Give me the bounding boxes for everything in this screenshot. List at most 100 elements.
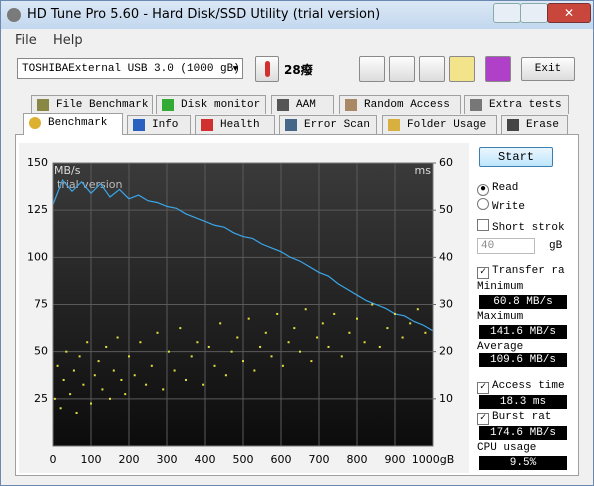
tab[interactable]: AAM	[271, 95, 334, 114]
tab[interactable]: Erase	[501, 115, 568, 134]
access-point	[167, 350, 170, 353]
maximum-label: Maximum	[477, 311, 524, 323]
access-point	[356, 317, 358, 320]
x-tick-label: 700	[309, 453, 330, 466]
minimize-button[interactable]	[493, 3, 521, 23]
access-point	[173, 369, 176, 372]
access-point	[62, 378, 65, 381]
exit-button[interactable]: Exit	[521, 57, 575, 81]
access-point	[139, 341, 142, 344]
read-radio[interactable]: ● Read	[477, 182, 518, 196]
access-point	[72, 369, 75, 372]
app-icon	[7, 8, 21, 22]
tab[interactable]: Disk monitor	[156, 95, 266, 114]
access-point	[327, 345, 330, 348]
access-point	[82, 383, 85, 386]
tab-active[interactable]: Benchmark	[23, 113, 123, 135]
options-button[interactable]	[449, 56, 475, 82]
short-stroke-checkbox[interactable]: Short strok	[477, 219, 565, 234]
x-tick-label: 300	[157, 453, 178, 466]
download-button[interactable]	[485, 56, 511, 82]
tab[interactable]: Error Scan	[279, 115, 377, 134]
x-tick-label: 1000gB	[412, 453, 455, 466]
plot-border	[52, 162, 434, 447]
access-point	[247, 317, 250, 320]
window-title: HD Tune Pro 5.60 - Hard Disk/SSD Utility…	[27, 7, 381, 22]
tab[interactable]: Info	[127, 115, 191, 134]
access-point	[270, 355, 273, 358]
access-point	[156, 331, 159, 334]
access-point	[401, 336, 404, 339]
access-point	[363, 341, 366, 344]
watermark: trial version	[57, 178, 123, 191]
access-point	[207, 345, 210, 348]
access-point	[56, 364, 59, 367]
burst-rate-value: 174.6 MB/s	[479, 426, 567, 440]
access-point	[253, 369, 256, 372]
transfer-rate-checkbox[interactable]: ✓ Transfer ra	[477, 265, 565, 279]
tab-label: Info	[152, 119, 179, 131]
tab[interactable]: File Benchmark	[31, 95, 153, 114]
access-point	[242, 360, 244, 363]
burst-rate-checkbox[interactable]: ✓ Burst rat	[477, 411, 551, 425]
access-point	[230, 350, 233, 353]
close-button[interactable]: ✕	[547, 3, 591, 23]
maximize-button[interactable]	[520, 3, 548, 23]
access-point	[224, 374, 227, 377]
access-point	[386, 327, 389, 330]
x-tick-label: 900	[385, 453, 406, 466]
access-point	[93, 374, 96, 377]
x-tick-label: 0	[50, 453, 57, 466]
y2-tick-label: 60	[439, 156, 453, 169]
y2-tick-label: 40	[439, 250, 453, 263]
checkbox-label: Short strok	[492, 222, 565, 234]
access-point	[53, 397, 56, 400]
start-button[interactable]: Start	[479, 147, 553, 167]
tab[interactable]: Extra tests	[464, 95, 569, 114]
title-bar: HD Tune Pro 5.60 - Hard Disk/SSD Utility…	[1, 1, 593, 29]
tab[interactable]: Health	[195, 115, 275, 134]
access-point	[69, 393, 72, 396]
chart: 0 100 200 300 400 500 600 700 800 900 1000gB 25 50 75…	[19, 143, 469, 473]
access-point	[424, 331, 427, 334]
access-time-checkbox[interactable]: ✓ Access time	[477, 380, 565, 394]
access-point	[371, 303, 374, 306]
access-point	[202, 383, 205, 386]
screenshot-button[interactable]	[419, 56, 445, 82]
access-point	[179, 327, 182, 330]
tab-label: Disk monitor	[181, 99, 261, 111]
radio-label: Write	[492, 201, 526, 213]
access-point	[145, 383, 148, 386]
tab[interactable]: Random Access	[339, 95, 461, 114]
access-point	[109, 397, 111, 400]
menu-file[interactable]: File	[15, 33, 37, 48]
access-point	[281, 364, 284, 367]
short-stroke-input[interactable]: 40	[477, 238, 535, 254]
access-point	[299, 350, 301, 353]
access-point	[213, 364, 216, 367]
drive-name: TOSHIBAExternal USB 3.0 (1000 gB)	[22, 63, 240, 75]
access-point	[190, 355, 193, 358]
y-tick-label: 75	[34, 298, 48, 311]
x-tick-label: 800	[347, 453, 368, 466]
menu-help[interactable]: Help	[53, 33, 83, 48]
y-axis-label: MB/s	[54, 164, 81, 177]
access-point	[259, 345, 262, 348]
access-point	[162, 388, 165, 391]
access-point	[75, 411, 78, 414]
save-button[interactable]	[389, 56, 415, 82]
access-point	[378, 345, 381, 348]
checkbox-label: Transfer ra	[492, 265, 565, 277]
write-radio[interactable]: Write	[477, 198, 525, 213]
y2-tick-label: 10	[439, 392, 453, 405]
tab-label: Health	[220, 119, 260, 131]
access-time-value: 18.3 ms	[479, 395, 567, 409]
access-point	[333, 312, 336, 315]
y-tick-label: 50	[34, 345, 48, 358]
copy-button[interactable]	[359, 56, 385, 82]
access-point	[78, 355, 81, 358]
tab[interactable]: Folder Usage	[382, 115, 497, 134]
tab-label: Erase	[526, 119, 560, 131]
drive-select[interactable]: TOSHIBAExternal USB 3.0 (1000 gB) ▼	[17, 58, 243, 79]
checkbox-label: Burst rat	[492, 411, 552, 423]
